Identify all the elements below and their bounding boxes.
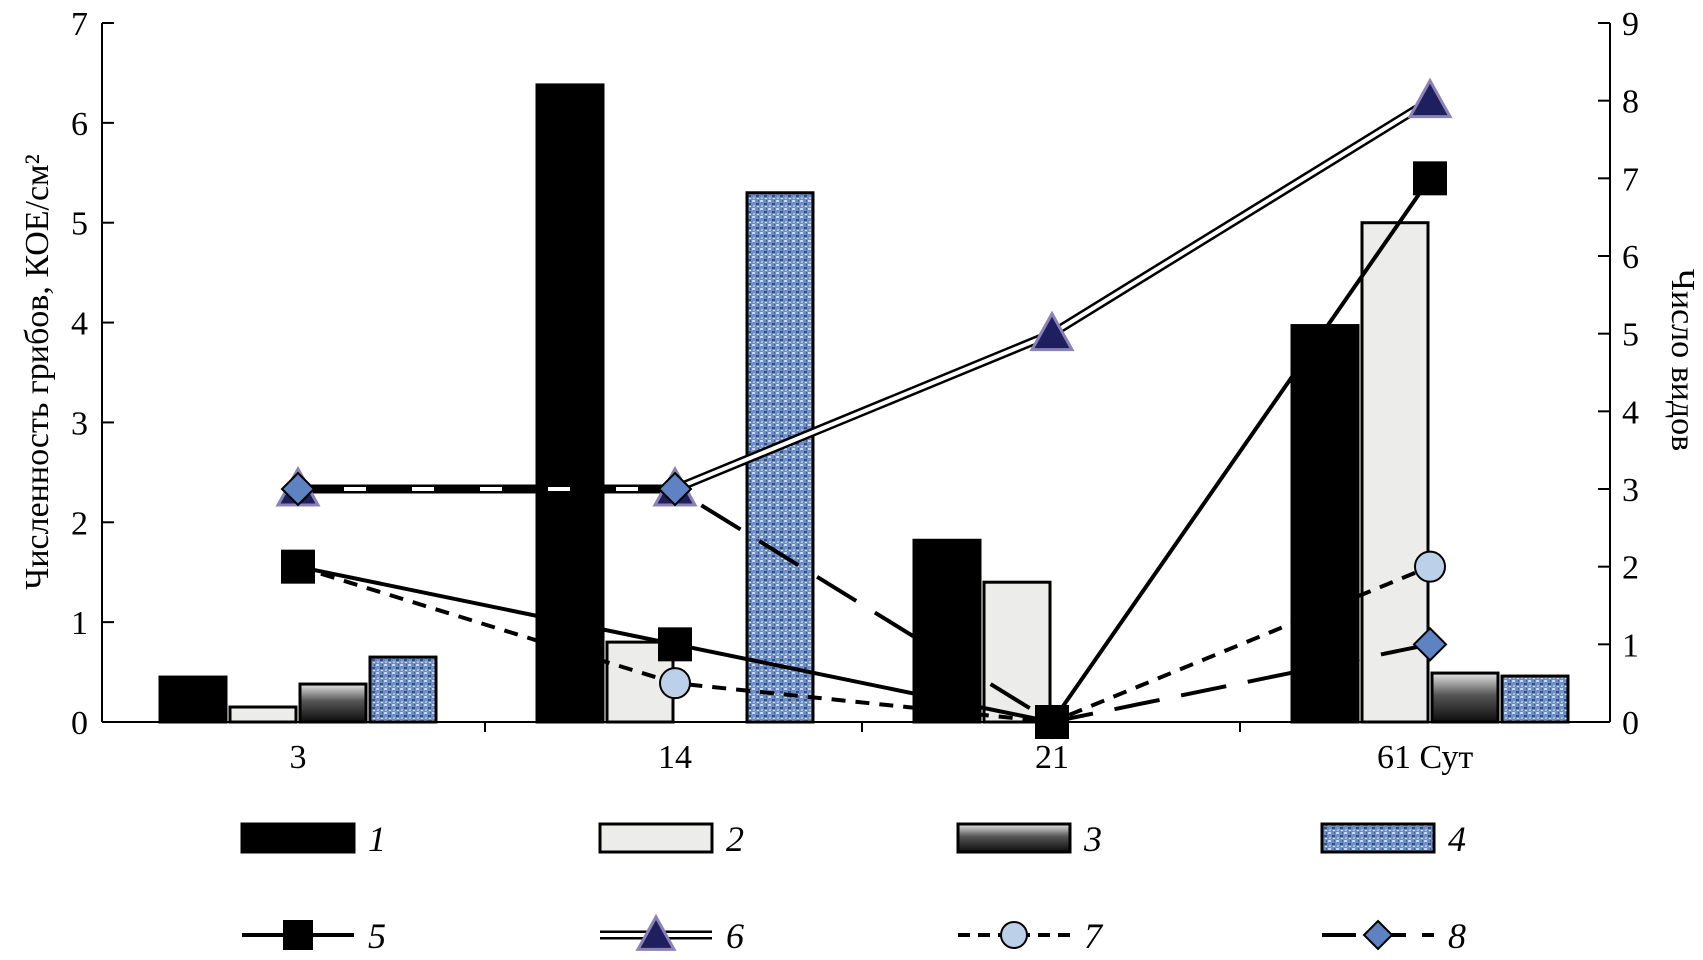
- left-tick-label: 2: [71, 505, 88, 542]
- legend-label-3: 3: [1083, 819, 1102, 859]
- x-tick-label: 14: [658, 739, 692, 776]
- lines: [275, 77, 1453, 740]
- marker-series-5-cat-61: [1413, 161, 1447, 196]
- bar-series-4-cat-3: [368, 655, 438, 724]
- right-tick-label: 0: [1622, 705, 1639, 742]
- right-tick-label: 3: [1622, 472, 1639, 509]
- bar-series-1-cat-61: [1290, 324, 1360, 724]
- marker-series-5-cat-3: [281, 549, 315, 584]
- bar-series-1-cat-21: [912, 538, 982, 724]
- axis-titles: Численность грибов, КОЕ/см² Число видов: [19, 154, 1701, 590]
- legend-marker-7: [1000, 921, 1028, 949]
- legend-label-7: 7: [1084, 916, 1104, 956]
- marker-series-6-cat-61: [1407, 77, 1453, 119]
- x-tick-label: 3: [290, 739, 307, 776]
- right-tick-label: 2: [1622, 550, 1639, 587]
- left-tick-label: 3: [71, 405, 88, 442]
- legend-swatch-1: [240, 822, 356, 854]
- x-tick-label: 61 Сут: [1377, 739, 1473, 776]
- legend-marker-6: [635, 913, 677, 951]
- bar-series-3-cat-3: [298, 682, 368, 724]
- bars: [158, 83, 1570, 724]
- right-tick-label: 1: [1622, 627, 1639, 664]
- legend-label-4: 4: [1448, 819, 1466, 859]
- legend-marker-8: [1362, 919, 1394, 951]
- legend-swatch-3: [956, 822, 1072, 854]
- left-tick-label: 4: [71, 306, 88, 343]
- line-series-7: [297, 564, 1431, 725]
- marker-series-8-cat-14: [657, 471, 693, 507]
- legend-label-5: 5: [368, 916, 386, 956]
- right-axis-title: Число видов: [1664, 269, 1701, 451]
- marker-series-8-cat-61: [1412, 626, 1448, 662]
- bar-series-1-cat-14: [535, 83, 605, 724]
- bar-series-2-cat-3: [228, 705, 298, 724]
- marker-series-5-cat-21: [1035, 705, 1069, 739]
- left-tick-label: 7: [71, 6, 88, 43]
- bar-series-1-cat-3: [158, 675, 228, 724]
- left-tick-label: 0: [71, 705, 88, 742]
- line-series-5: [297, 177, 1432, 725]
- bar-series-3-cat-61: [1430, 671, 1500, 724]
- right-tick-label: 7: [1622, 161, 1639, 198]
- legend: 1 2 3 4 5 6 7 8: [240, 819, 1466, 956]
- left-tick-label: 5: [71, 206, 88, 243]
- right-tick-label: 9: [1622, 6, 1639, 43]
- legend-swatch-4: [1320, 822, 1436, 854]
- legend-marker-5: [283, 920, 313, 950]
- line-series-6-inner: [298, 98, 1432, 491]
- legend-label-8: 8: [1448, 916, 1466, 956]
- marker-series-7-cat-14: [659, 667, 691, 700]
- right-tick-label: 6: [1622, 239, 1639, 276]
- legend-label-1: 1: [368, 819, 386, 859]
- line-series-8: [298, 487, 1431, 725]
- bar-series-2-cat-61: [1360, 221, 1430, 724]
- legend-label-2: 2: [726, 819, 744, 859]
- bar-series-4-cat-61: [1500, 674, 1570, 724]
- right-tick-label: 8: [1622, 84, 1639, 121]
- legend-swatch-2: [598, 822, 714, 854]
- right-tick-label: 5: [1622, 317, 1639, 354]
- marker-series-5-cat-14: [658, 627, 692, 662]
- left-axis-title: Численность грибов, КОЕ/см²: [19, 154, 56, 590]
- left-tick-label: 6: [71, 106, 88, 143]
- x-tick-label: 21: [1035, 739, 1069, 776]
- marker-series-6-cat-21: [1029, 310, 1075, 352]
- right-tick-label: 4: [1622, 394, 1639, 431]
- left-tick-label: 1: [71, 605, 88, 642]
- line-series-6-outer: [298, 96, 1433, 494]
- legend-label-6: 6: [726, 916, 744, 956]
- tick-labels: 0 1 2 3 4 5 6 7 0 1 2 3 4 5 6 7 8 9 3 14 21 61 Сут: [71, 6, 1639, 776]
- marker-series-8-cat-3: [280, 471, 316, 507]
- marker-series-7-cat-61: [1414, 550, 1446, 583]
